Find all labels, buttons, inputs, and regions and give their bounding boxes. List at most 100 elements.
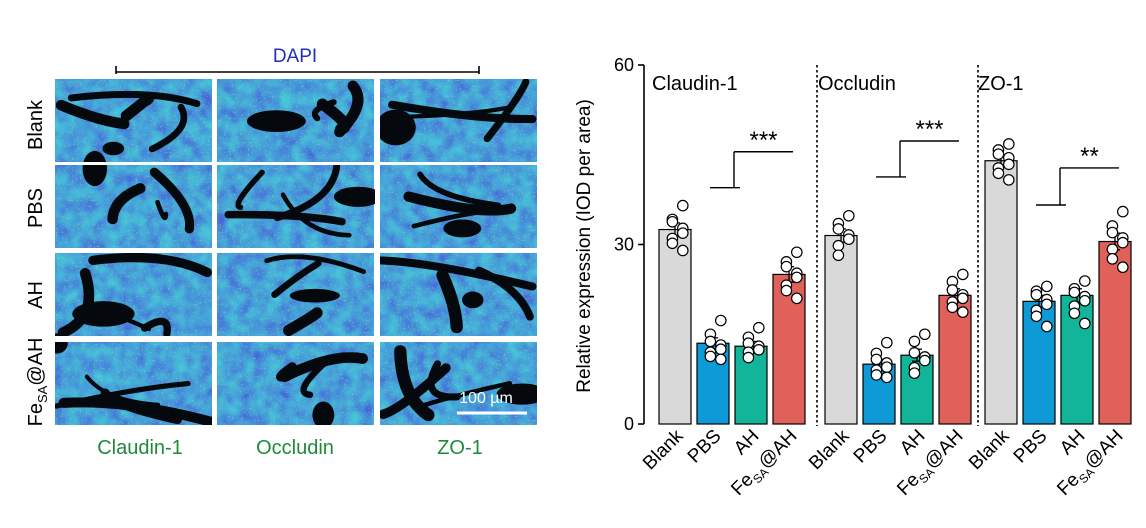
data-point [677,244,689,257]
micrograph-figure: DAPI Blank PBS AH FeSA@AH Claudin-1 Occl… [25,46,560,459]
data-point [1068,307,1081,320]
x-tick-label-suffix: @AH [1080,426,1127,473]
tile-lumen [56,384,188,407]
data-point [918,328,931,341]
data-point [791,292,803,305]
data-point [666,215,679,228]
tile-lumen [105,393,177,420]
tile-lumen [267,257,364,272]
tile-lumen-blob [375,109,416,146]
group-title: Occludin [818,73,896,95]
data-point [870,353,883,366]
y-tick-label: 30 [614,235,634,255]
column-label-claudin: Claudin-1 [97,437,183,459]
scale-bar-label: 100 µm [459,390,513,407]
tile-lumen [414,209,507,226]
group-title: Claudin-1 [652,73,738,95]
micrograph-tile-blank-zo1 [375,79,537,162]
data-point [753,344,765,356]
data-point [1078,294,1091,307]
data-point [832,249,845,262]
data-point [677,227,689,239]
column-label-occludin: Occludin [256,437,334,459]
tile-gutter-v [375,79,380,425]
tile-lumen-blob [443,219,482,238]
tile-lumen [61,105,124,124]
tile-lumen [126,98,148,115]
data-point [1040,280,1053,293]
data-point [715,314,727,327]
data-point [842,209,855,222]
x-tick-label-suffix: @AH [920,426,967,473]
row-label-blank: Blank [25,99,47,150]
tile-lumen [93,258,207,273]
data-point [753,321,765,334]
tile-lumen [400,351,428,415]
row-label-ah: AH [25,281,47,309]
tile-gutter-h [50,248,545,253]
group-title: ZO-1 [978,73,1024,95]
data-point [946,284,959,296]
tile-lumen [154,172,189,229]
tile-lumen [145,321,168,334]
data-point [1078,317,1091,330]
micrograph-tile-ah-zo1 [380,253,537,336]
tile-gutter-h [50,162,545,165]
micrograph-tile-ah-occludin [217,253,374,336]
micrograph-tile-ah-claudin [55,253,212,336]
data-point [992,167,1005,180]
micrograph-tile-pbs-zo1 [380,165,537,248]
row-label-pbs: PBS [25,188,47,228]
data-point [742,351,755,364]
tile-lumen-blob [496,383,548,405]
data-point [1068,286,1081,299]
data-point [842,233,855,245]
data-point [1106,226,1119,239]
tile-lumen [283,195,349,235]
tile-lumen [443,275,457,327]
data-point [666,237,679,250]
y-tick-label: 0 [624,414,634,434]
significance-label: ** [1080,143,1099,170]
tile-lumen [424,383,509,405]
micrograph-tile-fesa-ah-claudin [46,333,212,425]
data-point [956,306,969,318]
data-point [791,271,803,284]
data-point [1002,158,1015,171]
y-axis-label: Relative expression (IOD per area) [574,99,595,393]
x-tick-label-suffix: @AH [754,426,801,473]
tile-lumen [275,263,319,294]
expression-chart: 0 30 60 Claudin-1 Blank PBS AH FeSA@AH *** Occlud… [560,0,1146,523]
tile-lumen [71,94,197,103]
data-point [1078,275,1091,287]
x-tick-label: PBS [1010,426,1052,468]
tile-lumen-blob [102,141,125,156]
data-point [880,361,893,373]
micrograph-tile-fesa-ah-occludin [217,342,374,429]
row-label-fesa-suffix: @AH [25,338,47,386]
tile-lumen-blob [312,401,335,429]
tile-lumen [113,188,141,219]
x-tick-label: PBS [684,426,726,468]
tile-lumen [304,358,331,395]
tile-lumen-blob [462,291,484,309]
data-point [677,199,689,212]
data-point [918,354,931,367]
data-point [780,284,793,297]
data-point [908,346,921,359]
tile-lumen-blob [246,110,306,133]
tile-lumen [392,105,532,119]
tile-lumen [381,261,532,287]
data-point [1106,243,1119,256]
data-point [1116,236,1129,249]
data-point [1116,205,1129,218]
dapi-label: DAPI [273,46,317,67]
tile-lumen [158,202,166,218]
data-point [1002,174,1015,186]
data-point [956,292,969,305]
data-point [946,301,959,314]
tile-lumen [487,82,526,139]
